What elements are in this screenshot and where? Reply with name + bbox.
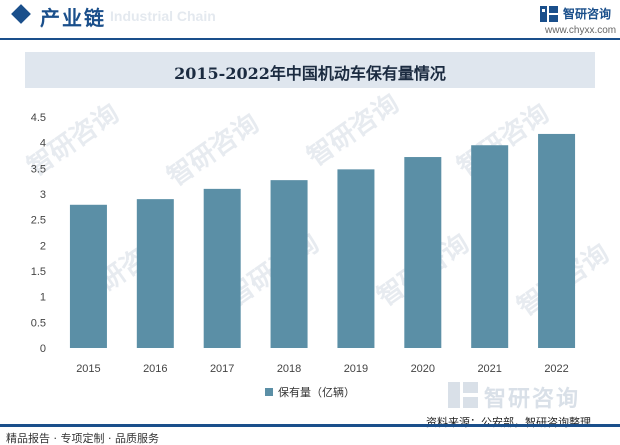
bar-2015 bbox=[69, 204, 107, 348]
chart-title: 2015-2022年中国机动车保有量情况 bbox=[174, 64, 446, 83]
watermark-logo-icon bbox=[448, 382, 478, 408]
x-tick-label: 2022 bbox=[544, 363, 568, 375]
footer-tagline: 精品报告 · 专项定制 · 品质服务 bbox=[6, 432, 159, 445]
bar-2019 bbox=[337, 169, 375, 348]
bar-2016 bbox=[136, 199, 174, 348]
y-tick-label: 2.5 bbox=[31, 215, 46, 227]
y-tick-label: 3.5 bbox=[31, 163, 46, 175]
y-tick-label: 3 bbox=[40, 189, 46, 201]
x-tick-label: 2020 bbox=[411, 363, 435, 375]
chart-title-band: 2015-2022年中国机动车保有量情况 bbox=[25, 52, 595, 88]
x-axis: 2015 2016 2017 2018 2019 2020 2021 2022 bbox=[76, 363, 569, 375]
x-tick-label: 2015 bbox=[76, 363, 100, 375]
brand-logo-icon bbox=[540, 6, 558, 22]
y-tick-label: 4 bbox=[40, 138, 46, 150]
bar-2021 bbox=[471, 145, 509, 348]
y-tick-label: 2 bbox=[40, 240, 46, 252]
bar-2022 bbox=[538, 133, 576, 348]
legend-swatch bbox=[265, 388, 273, 396]
x-tick-label: 2017 bbox=[210, 363, 234, 375]
bar-2018 bbox=[270, 180, 308, 348]
brand-url: www.chyxx.com bbox=[545, 25, 617, 36]
x-tick-label: 2016 bbox=[143, 363, 167, 375]
bars-group bbox=[69, 133, 576, 348]
footer-watermark-text: 智研咨询 bbox=[484, 387, 581, 412]
y-axis: 0 0.5 1 1.5 2 2.5 3 3.5 4 4.5 bbox=[31, 112, 46, 355]
bar-2017 bbox=[203, 188, 241, 348]
y-tick-label: 0 bbox=[40, 343, 46, 355]
x-tick-label: 2019 bbox=[344, 363, 368, 375]
section-title: 产业链 bbox=[40, 6, 106, 30]
footer-divider bbox=[0, 424, 620, 427]
page-header: 产业链 Industrial Chain 智研咨询 www.chyxx.com bbox=[0, 0, 620, 40]
bar-2020 bbox=[404, 157, 442, 348]
x-tick-label: 2018 bbox=[277, 363, 301, 375]
brand-name: 智研咨询 bbox=[563, 7, 612, 21]
section-ghost-text: Industrial Chain bbox=[110, 8, 216, 24]
data-source: 资料来源：公安部，智研咨询整理 bbox=[426, 416, 591, 429]
header-divider bbox=[0, 38, 620, 40]
legend-label: 保有量（亿辆） bbox=[278, 386, 355, 399]
y-tick-label: 0.5 bbox=[31, 317, 46, 329]
y-tick-label: 4.5 bbox=[31, 112, 46, 124]
x-tick-label: 2021 bbox=[477, 363, 501, 375]
y-tick-label: 1.5 bbox=[31, 266, 46, 278]
y-tick-label: 1 bbox=[40, 292, 46, 304]
